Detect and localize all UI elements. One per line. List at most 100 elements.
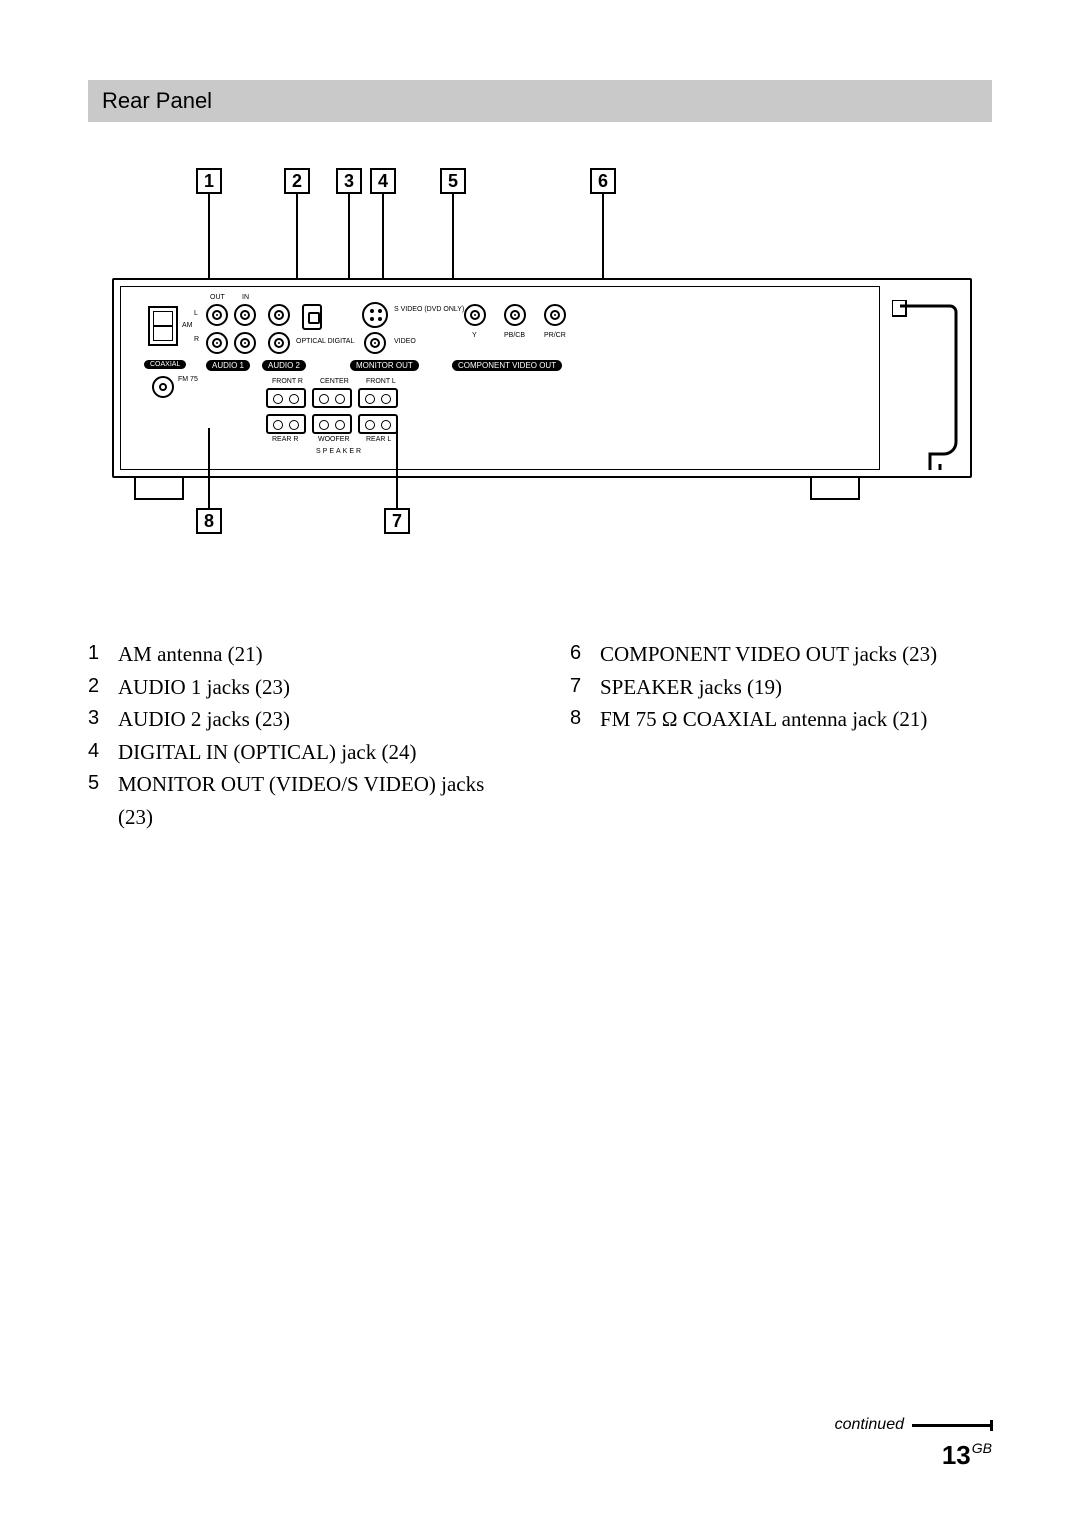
- audio1-in-r: [234, 332, 256, 354]
- callout-lead: [396, 428, 398, 508]
- rearr-label: REAR R: [272, 436, 298, 443]
- optical-label: OPTICAL DIGITAL: [296, 338, 354, 345]
- continued-rule: [912, 1424, 992, 1427]
- page-footer: continued 13GB: [835, 1416, 992, 1471]
- frontr-label: FRONT R: [272, 378, 303, 385]
- legend-number: 4: [88, 736, 118, 769]
- callout-7: 7: [384, 508, 410, 534]
- callout-2: 2: [284, 168, 310, 194]
- rear-panel-diagram: 1 234 5 6 AM FM 75 OUT IN L R AUDIO 1 AUDIO…: [88, 168, 992, 598]
- audio1-out-r: [206, 332, 228, 354]
- audio1-out-l: [206, 304, 228, 326]
- legend-left-column: 1AM antenna (21)2AUDIO 1 jacks (23)3AUDI…: [88, 638, 510, 833]
- legend-row: 6COMPONENT VIDEO OUT jacks (23): [570, 638, 992, 671]
- am-label: AM: [182, 322, 193, 329]
- power-cord: [892, 300, 966, 470]
- fm-coaxial-jack: [152, 376, 174, 398]
- callout-5: 5: [440, 168, 466, 194]
- legend-number: 2: [88, 671, 118, 704]
- fm-label: FM 75: [178, 376, 198, 383]
- legend-number: 1: [88, 638, 118, 671]
- component-pr: [544, 304, 566, 326]
- legend-text: SPEAKER jacks (19): [600, 671, 992, 704]
- legend-number: 7: [570, 671, 600, 704]
- callout-8: 8: [196, 508, 222, 534]
- foot-right: [810, 478, 860, 500]
- legend-text: MONITOR OUT (VIDEO/S VIDEO) jacks (23): [118, 768, 510, 833]
- audio1-label: AUDIO 1: [206, 360, 250, 371]
- callout-1: 1: [196, 168, 222, 194]
- callout-3: 3: [336, 168, 362, 194]
- pb-label: PB/CB: [504, 332, 525, 339]
- out-label-a1: OUT: [210, 294, 225, 301]
- callout-box: 1: [196, 168, 222, 194]
- callout-box: 8: [196, 508, 222, 534]
- callout-4: 4: [370, 168, 396, 194]
- legend-lists: 1AM antenna (21)2AUDIO 1 jacks (23)3AUDI…: [88, 638, 992, 833]
- legend-row: 3AUDIO 2 jacks (23): [88, 703, 510, 736]
- rearl-label: REAR L: [366, 436, 391, 443]
- svideo-jack: [362, 302, 388, 328]
- legend-row: 2AUDIO 1 jacks (23): [88, 671, 510, 704]
- callout-6: 6: [590, 168, 616, 194]
- audio2-label: AUDIO 2: [262, 360, 306, 371]
- legend-row: 5MONITOR OUT (VIDEO/S VIDEO) jacks (23): [88, 768, 510, 833]
- center-label: CENTER: [320, 378, 349, 385]
- legend-number: 8: [570, 703, 600, 736]
- spk-woofer: [312, 414, 352, 434]
- component-y: [464, 304, 486, 326]
- spk-front-r: [266, 388, 306, 408]
- speaker-label: SPEAKER: [316, 448, 363, 455]
- legend-text: AUDIO 1 jacks (23): [118, 671, 510, 704]
- legend-row: 7SPEAKER jacks (19): [570, 671, 992, 704]
- callout-box: 5: [440, 168, 466, 194]
- legend-right-column: 6COMPONENT VIDEO OUT jacks (23)7SPEAKER …: [570, 638, 992, 833]
- monitor-label: MONITOR OUT: [350, 360, 419, 371]
- in-label-a1: IN: [242, 294, 249, 301]
- callout-lead: [602, 194, 604, 288]
- legend-text: DIGITAL IN (OPTICAL) jack (24): [118, 736, 510, 769]
- callout-lead: [452, 194, 454, 288]
- audio1-in-l: [234, 304, 256, 326]
- woofer-label: WOOFER: [318, 436, 350, 443]
- spk-rear-l: [358, 414, 398, 434]
- spk-center: [312, 388, 352, 408]
- component-label: COMPONENT VIDEO OUT: [452, 360, 562, 371]
- svideo-label: S VIDEO (DVD ONLY): [394, 306, 464, 313]
- legend-row: 8FM 75 Ω COAXIAL antenna jack (21): [570, 703, 992, 736]
- legend-text: AUDIO 2 jacks (23): [118, 703, 510, 736]
- callout-lead: [296, 194, 298, 288]
- legend-text: FM 75 Ω COAXIAL antenna jack (21): [600, 703, 992, 736]
- callout-lead: [208, 194, 210, 288]
- monitor-video-jack: [364, 332, 386, 354]
- audio2-l: [268, 304, 290, 326]
- legend-number: 3: [88, 703, 118, 736]
- optical-jack: [302, 304, 322, 330]
- callout-lead: [348, 194, 350, 288]
- l-label: L: [194, 310, 198, 317]
- frontl-label: FRONT L: [366, 378, 396, 385]
- callout-lead: [208, 428, 210, 508]
- chassis-outline: AM FM 75 OUT IN L R AUDIO 1 AUDIO 2 OPTI…: [112, 278, 972, 478]
- am-terminal: [148, 306, 178, 346]
- coaxial-label: COAXIAL: [144, 360, 186, 369]
- video-label: VIDEO: [394, 338, 416, 345]
- legend-row: 1AM antenna (21): [88, 638, 510, 671]
- callout-box: 3: [336, 168, 362, 194]
- section-title: Rear Panel: [88, 80, 992, 122]
- continued-label: continued: [835, 1416, 904, 1434]
- page-number: 13GB: [835, 1440, 992, 1471]
- callout-lead: [382, 194, 384, 288]
- callout-box: 4: [370, 168, 396, 194]
- callout-box: 6: [590, 168, 616, 194]
- pr-label: PR/CR: [544, 332, 566, 339]
- component-pb: [504, 304, 526, 326]
- spk-front-l: [358, 388, 398, 408]
- legend-row: 4DIGITAL IN (OPTICAL) jack (24): [88, 736, 510, 769]
- callout-box: 2: [284, 168, 310, 194]
- foot-left: [134, 478, 184, 500]
- callout-box: 7: [384, 508, 410, 534]
- audio2-r: [268, 332, 290, 354]
- spk-rear-r: [266, 414, 306, 434]
- legend-text: AM antenna (21): [118, 638, 510, 671]
